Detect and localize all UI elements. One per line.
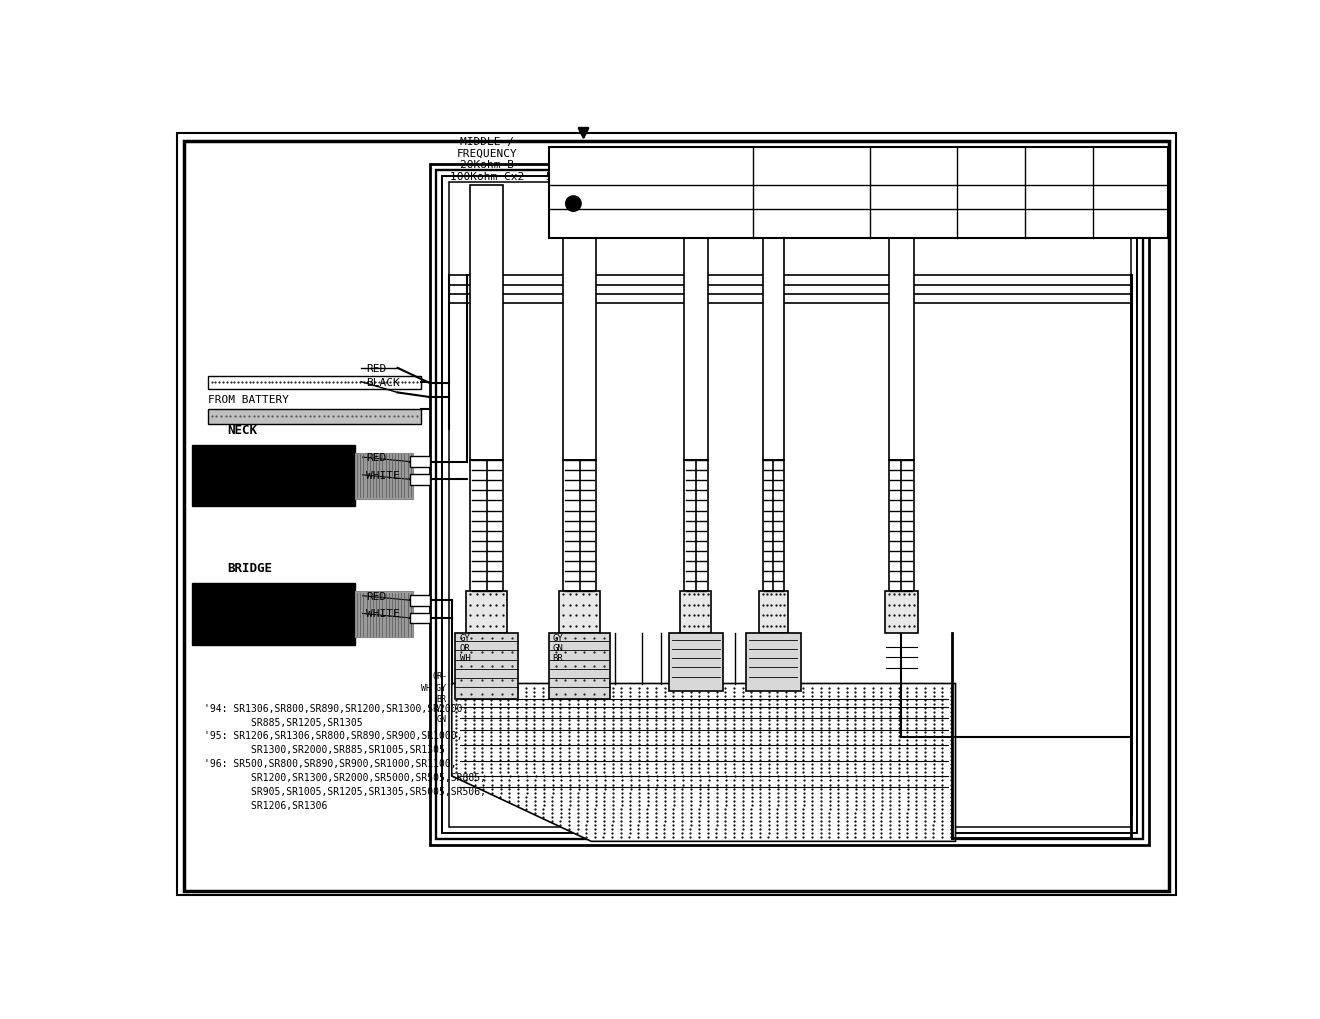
Text: RED: RED <box>367 364 387 373</box>
Bar <box>411 475 430 485</box>
Bar <box>549 634 610 699</box>
Text: BALANCER
20Kohm AC: BALANCER 20Kohm AC <box>665 160 726 181</box>
Bar <box>411 595 430 606</box>
Text: No.22, 3-CHOME, SHIMOKU-CHO, HIGASHI-KU,: No.22, 3-CHOME, SHIMOKU-CHO, HIGASHI-KU, <box>558 199 743 208</box>
Bar <box>455 634 519 699</box>
Bar <box>466 591 507 634</box>
Bar <box>207 376 421 390</box>
Text: OR-: OR- <box>433 672 447 681</box>
Bar <box>355 591 413 638</box>
Text: WHITE: WHITE <box>367 608 400 619</box>
Text: SR1300,SR2000,SR885,SR1005,SR1305: SR1300,SR2000,SR885,SR1005,SR1305 <box>203 745 445 755</box>
Text: BR: BR <box>436 695 446 704</box>
Bar <box>888 461 913 591</box>
Text: TREBLE /
BASS
50Kohm Bx2: TREBLE / BASS 50Kohm Bx2 <box>546 149 614 181</box>
Text: VOLUME
20Kohm A: VOLUME 20Kohm A <box>746 160 800 181</box>
Bar <box>884 591 917 634</box>
Bar <box>411 457 430 468</box>
Bar <box>759 591 788 634</box>
Text: 4 str. model: AFR-P
5 str. model: ADX5-N
6 str. model: ADX6-N: 4 str. model: AFR-P 5 str. model: ADX5-N… <box>227 449 352 482</box>
Bar <box>470 185 503 461</box>
Bar <box>549 148 1167 238</box>
Text: W96053: W96053 <box>792 216 832 226</box>
Bar <box>680 591 711 634</box>
Bar <box>763 185 784 461</box>
Text: 4 str. model: AFR-J
5 str. model: ADX5-B
6 str. model: ADX6-B: 4 str. model: AFR-J 5 str. model: ADX5-B… <box>227 588 352 621</box>
Text: WH GY: WH GY <box>421 683 446 692</box>
Text: SCALE: SCALE <box>1117 163 1144 171</box>
Text: BRIDGE: BRIDGE <box>227 561 272 575</box>
Bar <box>470 461 503 591</box>
Text: MODEL NAME: MODEL NAME <box>785 163 838 171</box>
Text: GY: GY <box>459 633 470 642</box>
Bar <box>355 453 413 499</box>
Bar <box>449 183 1131 826</box>
Text: OR: OR <box>459 643 470 652</box>
Text: GN: GN <box>553 643 564 652</box>
Text: BR: BR <box>553 653 564 662</box>
Text: VM3: VM3 <box>639 201 663 214</box>
Text: GY: GY <box>553 633 564 642</box>
Text: '94: SR1306,SR800,SR890,SR1200,SR1300,SR2000,: '94: SR1306,SR800,SR890,SR1200,SR1300,SR… <box>203 703 469 713</box>
Text: '96: SR500,SR800,SR890,SR900,SR1000,SR1100,: '96: SR500,SR800,SR890,SR900,SR1000,SR11… <box>203 758 457 768</box>
Text: GN: GN <box>436 714 446 723</box>
Bar <box>669 634 723 692</box>
Text: SIZE: SIZE <box>981 191 1001 200</box>
Text: '95: SR1206,SR1306,SR800,SR890,SR900,SR1000,: '95: SR1206,SR1306,SR800,SR890,SR900,SR1… <box>203 731 462 741</box>
Text: OUTPUT: OUTPUT <box>880 171 921 181</box>
Bar <box>193 584 355 645</box>
Text: WHITE: WHITE <box>367 471 400 480</box>
Bar <box>442 177 1137 834</box>
Text: A4: A4 <box>985 216 998 226</box>
Polygon shape <box>451 684 956 842</box>
Text: YL: YL <box>436 705 446 713</box>
Text: NECK: NECK <box>227 423 257 436</box>
Text: DATE: DATE <box>904 191 924 200</box>
Bar <box>560 591 599 634</box>
Bar <box>888 185 913 461</box>
Bar <box>430 165 1150 846</box>
Bar <box>207 410 421 425</box>
Bar <box>564 185 595 461</box>
Text: SR905,SR1005,SR1205,SR1305,SR5005,SR506,: SR905,SR1005,SR1205,SR1305,SR5005,SR506, <box>203 786 486 796</box>
Text: SR1206,SR1306: SR1206,SR1306 <box>203 800 327 810</box>
Text: APPROVED BY: APPROVED BY <box>884 163 944 171</box>
Bar <box>411 613 430 624</box>
Text: MODEL NUMBER: MODEL NUMBER <box>619 163 682 171</box>
Bar <box>684 461 708 591</box>
Text: 96/07/24: 96/07/24 <box>887 216 941 226</box>
Bar <box>193 445 355 506</box>
Bar <box>746 634 800 692</box>
Text: RED: RED <box>367 452 387 463</box>
Text: HOSHINO GAKKICO., LTD.: HOSHINO GAKKICO., LTD. <box>558 190 688 200</box>
Text: i: i <box>570 200 577 209</box>
Text: NAGOYA, JAPAN    TEL:052-931-000+ FAX:052-507-4725: NAGOYA, JAPAN TEL:052-931-000+ FAX:052-5… <box>558 217 789 225</box>
Circle shape <box>566 197 581 212</box>
Text: CHECKED BY: CHECKED BY <box>965 163 1018 171</box>
Bar <box>436 171 1143 840</box>
Text: WH: WH <box>459 653 470 662</box>
Text: SR1200,SR1300,SR2000,SR5000,SR505,SR885,: SR1200,SR1300,SR2000,SR5000,SR505,SR885, <box>203 772 486 783</box>
Text: SR885,SR1205,SR1305: SR885,SR1205,SR1305 <box>203 717 363 727</box>
Bar <box>684 185 708 461</box>
Text: BLACK: BLACK <box>367 377 400 387</box>
Bar <box>564 461 595 591</box>
Text: MIDDLE /
FREQUENCY
20Kohm B
100Kohm Cx2: MIDDLE / FREQUENCY 20Kohm B 100Kohm Cx2 <box>450 137 524 181</box>
Bar <box>763 461 784 591</box>
Text: FROM BATTERY: FROM BATTERY <box>207 394 289 405</box>
Text: DRAWING NUMBER: DRAWING NUMBER <box>776 191 846 200</box>
Text: RED: RED <box>367 591 387 601</box>
Text: DRAWING BY: DRAWING BY <box>1032 163 1086 171</box>
Text: A. M.: A. M. <box>1043 202 1076 212</box>
